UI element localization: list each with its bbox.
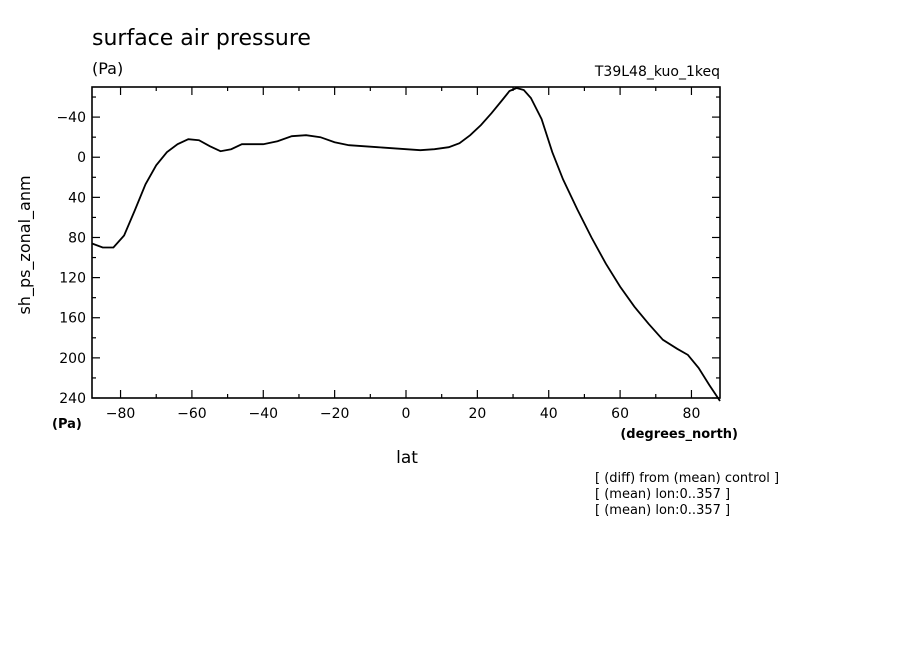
y-axis-unit: (Pa): [52, 417, 82, 432]
y-tick-label: 80: [68, 230, 86, 246]
series-line: [91, 87, 721, 402]
x-axis-label: lat: [396, 448, 418, 468]
note-line: [ (mean) lon:0..357 ]: [595, 503, 730, 518]
x-tick-label: 20: [468, 406, 486, 422]
note-line: [ (mean) lon:0..357 ]: [595, 487, 730, 502]
x-tick-label: 60: [611, 406, 629, 422]
y-tick-label: 120: [59, 271, 86, 287]
plot-frame: [91, 86, 721, 399]
x-tick-label: 0: [402, 406, 411, 422]
x-axis-unit: (degrees_north): [620, 427, 738, 442]
x-tick-label: −60: [177, 406, 207, 422]
note-line: [ (diff) from (mean) control ]: [595, 471, 779, 486]
x-tick-label: 80: [683, 406, 701, 422]
x-tick-label: −20: [320, 406, 350, 422]
x-tick-label: −40: [248, 406, 278, 422]
run-label: T39L48_kuo_1keq: [594, 64, 720, 80]
y-tick-label: −40: [56, 110, 86, 126]
x-tick-label: −80: [106, 406, 136, 422]
axis-ticks: [92, 87, 720, 399]
y-tick-label: 200: [59, 351, 86, 367]
x-tick-label: 40: [540, 406, 558, 422]
y-tick-label: 240: [59, 391, 86, 407]
units-label: (Pa): [92, 59, 123, 78]
y-axis-label: sh_ps_zonal_anm: [15, 175, 35, 314]
y-tick-label: 160: [59, 311, 86, 327]
chart-title: surface air pressure: [92, 26, 311, 51]
y-tick-label: 40: [68, 190, 86, 206]
axis-tick-labels: −80 −60 −40 −20 0 20 40 60 80 −40 0 40 80 120 160 200 24…: [56, 110, 700, 422]
y-tick-label: 0: [77, 150, 86, 166]
